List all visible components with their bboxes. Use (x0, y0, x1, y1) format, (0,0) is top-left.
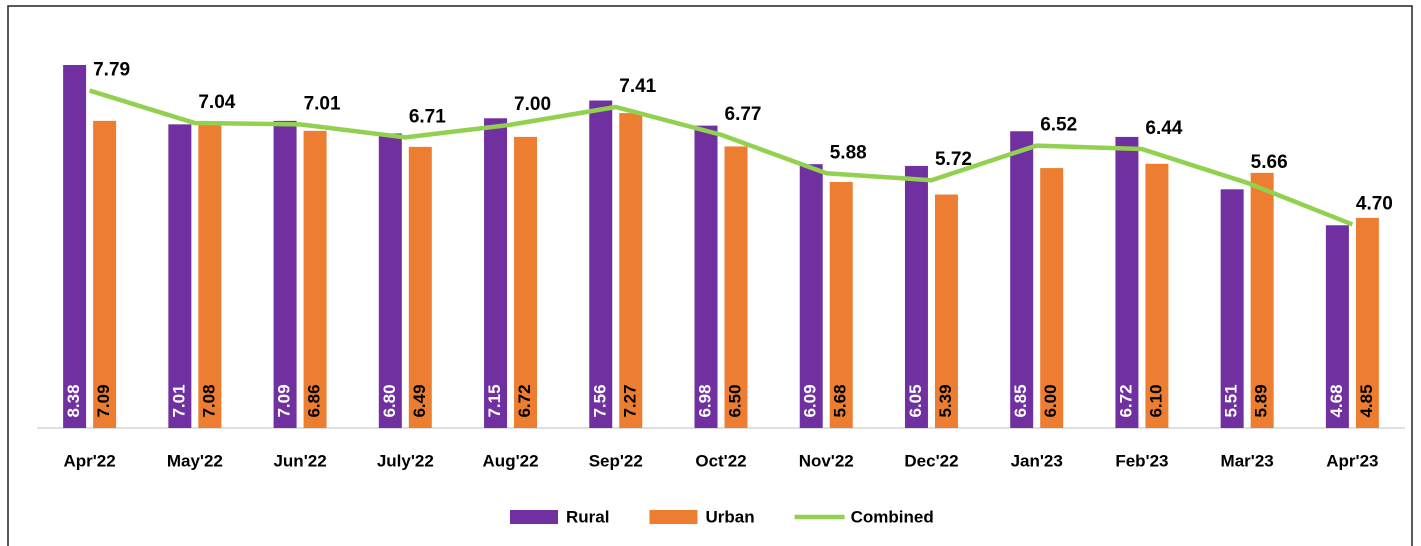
bar (273, 120, 297, 428)
x-tick-label: Dec'22 (904, 451, 958, 470)
bar-value-label: 7.27 (620, 384, 639, 417)
bar (904, 165, 928, 428)
bar-value-label: 4.85 (1357, 384, 1376, 417)
x-tick-label: Sep'22 (589, 451, 643, 470)
x-tick-label: Feb'23 (1115, 451, 1168, 470)
bar-value-label: 6.00 (1041, 384, 1060, 417)
bar-value-label: 8.38 (64, 384, 83, 417)
bar-value-label: 7.09 (94, 384, 113, 417)
x-tick-label: Apr'22 (63, 451, 115, 470)
bar-value-label: 6.72 (1116, 384, 1135, 417)
bar (619, 113, 643, 428)
line-value-label: 7.01 (304, 93, 341, 114)
x-tick-label: Aug'22 (483, 451, 539, 470)
bar (724, 146, 748, 428)
line-value-label: 7.79 (93, 60, 130, 81)
bar-value-label: 5.39 (936, 384, 955, 417)
x-tick-label: Jun'22 (273, 451, 326, 470)
bar (168, 124, 192, 428)
bar-value-label: 6.10 (1146, 384, 1165, 417)
legend-label: Combined (851, 507, 934, 526)
bar (1250, 172, 1274, 428)
bar (514, 136, 538, 428)
bar-value-label: 5.68 (831, 384, 850, 417)
line-value-label: 5.72 (935, 149, 972, 170)
x-tick-label: Jan'23 (1011, 451, 1063, 470)
legend-label: Urban (705, 507, 754, 526)
bar-value-label: 7.15 (485, 384, 504, 417)
bar-value-label: 6.98 (695, 384, 714, 417)
bar (1040, 168, 1064, 428)
bar (1010, 131, 1034, 429)
line-value-label: 7.04 (198, 92, 235, 113)
bar-value-label: 6.85 (1011, 384, 1030, 417)
x-tick-label: July'22 (377, 451, 434, 470)
bar (1325, 225, 1349, 428)
x-tick-label: May'22 (167, 451, 223, 470)
bar (829, 181, 853, 428)
bar-value-label: 6.49 (410, 384, 429, 417)
bar (63, 65, 87, 428)
bar-value-label: 4.68 (1327, 384, 1346, 417)
bar (93, 120, 117, 428)
bar (1145, 163, 1169, 428)
bar (378, 133, 402, 428)
bar-value-label: 6.05 (906, 384, 925, 417)
legend-swatch (649, 510, 698, 524)
bar (408, 146, 432, 428)
line-value-label: 6.52 (1040, 115, 1077, 136)
bar-value-label: 5.51 (1222, 384, 1241, 417)
bar-value-label: 6.50 (725, 384, 744, 417)
bar (799, 164, 823, 428)
chart-border (7, 5, 1413, 546)
line-value-label: 6.44 (1145, 118, 1182, 139)
legend-label: Rural (566, 507, 609, 526)
line-value-label: 7.00 (514, 94, 551, 115)
bar (1355, 217, 1379, 428)
line (88, 88, 1354, 227)
bar-value-label: 6.09 (801, 384, 820, 417)
bar (303, 130, 327, 429)
legend-swatch (510, 510, 558, 524)
bar-value-label: 6.72 (515, 384, 534, 417)
bar-value-label: 5.89 (1252, 384, 1271, 417)
bar (589, 100, 613, 428)
bar-value-label: 7.56 (590, 384, 609, 417)
bar (198, 121, 222, 428)
line-value-label: 6.77 (725, 104, 762, 125)
line-value-label: 7.41 (619, 76, 656, 97)
bar (1115, 136, 1139, 428)
bar-value-label: 7.01 (169, 384, 188, 417)
bar (934, 194, 958, 428)
line-value-label: 6.71 (409, 106, 446, 127)
bar (484, 118, 508, 428)
x-tick-label: Apr'23 (1326, 451, 1378, 470)
line-value-label: 5.88 (830, 142, 867, 163)
bar-value-label: 7.08 (199, 384, 218, 417)
bar-value-label: 6.86 (305, 384, 324, 417)
bar (1220, 189, 1244, 428)
bar-value-label: 6.80 (380, 384, 399, 417)
x-tick-label: Oct'22 (695, 451, 746, 470)
line-value-label: 5.66 (1251, 152, 1288, 173)
x-tick-label: Nov'22 (799, 451, 854, 470)
bar (694, 125, 718, 428)
bar-value-label: 7.09 (275, 384, 294, 417)
x-tick-label: Mar'23 (1221, 451, 1274, 470)
line-value-label: 4.70 (1356, 193, 1393, 214)
